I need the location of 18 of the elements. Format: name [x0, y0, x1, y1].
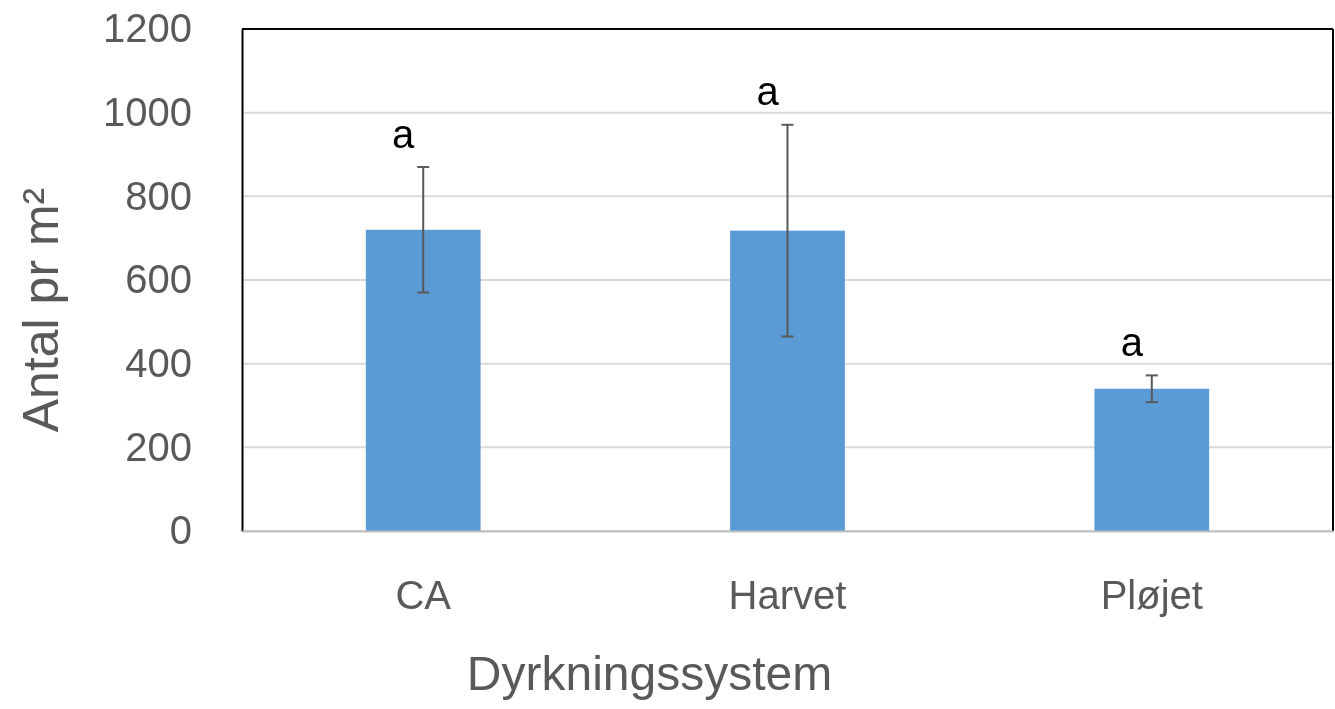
bar	[365, 229, 481, 531]
y-tick-label: 800	[125, 173, 192, 218]
y-tick-label: 400	[125, 340, 192, 385]
y-tick-label: 1200	[103, 6, 192, 51]
annotation: a	[756, 69, 780, 114]
x-tick-label: Pløjet	[1100, 573, 1203, 618]
x-tick-label: Harvet	[728, 573, 847, 618]
bar	[730, 230, 845, 531]
annotation: a	[1120, 319, 1144, 364]
y-tick-label: 200	[125, 424, 192, 469]
y-tick-label: 0	[169, 508, 192, 553]
y-axis-title: Antal pr m²	[13, 187, 69, 433]
x-tick-label: CA	[395, 573, 452, 618]
y-tick-label: 600	[125, 257, 192, 302]
y-tick-label: 1000	[103, 89, 192, 134]
x-axis-title: Dyrkningssystem	[466, 647, 833, 700]
annotation: a	[392, 111, 416, 156]
bar	[1094, 388, 1210, 531]
